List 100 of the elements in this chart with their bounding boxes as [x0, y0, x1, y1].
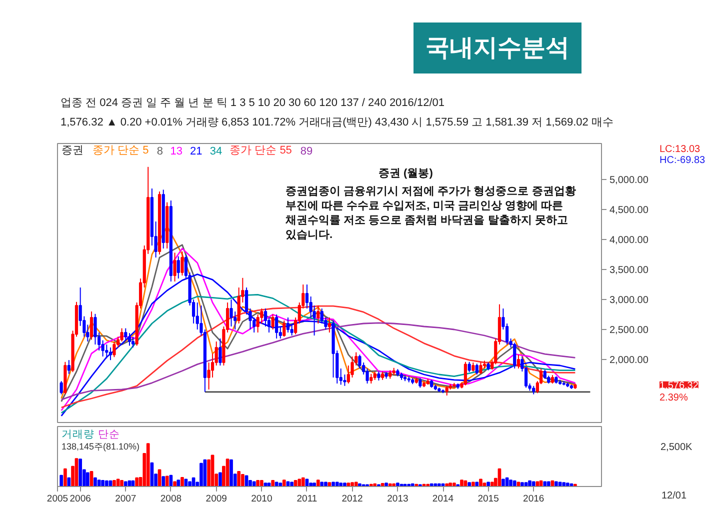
bar [237, 471, 241, 486]
bar [124, 481, 128, 486]
x-tick-label: 2005 [46, 494, 68, 504]
bar [343, 482, 346, 486]
text: 종가 단순 55 [230, 144, 292, 156]
text: 13 [170, 146, 183, 158]
y-tick-label: 2,500.00 [610, 325, 649, 336]
bar [78, 458, 82, 486]
candlestick [513, 342, 516, 369]
x-tick-label: 2007 [115, 494, 136, 504]
bar [298, 478, 302, 486]
bar [230, 459, 233, 486]
bar [346, 482, 350, 486]
bar [146, 443, 150, 486]
x-tick-label: 2010 [251, 494, 272, 504]
bar [176, 480, 180, 486]
bar [460, 480, 464, 486]
bar [282, 480, 286, 486]
annotation: 증권 [62, 144, 84, 156]
candlestick [464, 361, 468, 386]
text: 21 [190, 146, 202, 158]
bar [566, 482, 570, 486]
candlestick [370, 373, 373, 384]
candlestick [60, 380, 63, 395]
bar [67, 477, 71, 486]
bar [271, 480, 275, 486]
x-tick-label: 2009 [206, 494, 227, 504]
bar [60, 474, 64, 486]
candlestick [230, 299, 233, 327]
bar [165, 476, 169, 486]
bar [339, 482, 343, 486]
y-tick-label: 2,000.00 [610, 355, 649, 366]
bar [468, 482, 471, 486]
bar [278, 482, 282, 486]
candlestick [180, 251, 184, 276]
bar [332, 482, 335, 486]
candlestick [131, 336, 135, 348]
text: LC:13.03 [660, 144, 701, 155]
candlestick [316, 305, 320, 324]
bar [335, 482, 339, 486]
candlestick [290, 324, 294, 336]
bar [509, 480, 512, 486]
y-tick-label: 4,500.00 [610, 205, 649, 216]
bar [301, 477, 305, 486]
bar [384, 482, 388, 486]
candlestick [479, 362, 482, 374]
candlestick [105, 344, 108, 359]
annotation: 증권업종이 금융위기시 저점에 주가가 형성중으로 증권업황 부진에 따른 수수료 수입저조, 미국 금리인상 영향에 따른 채권수익률 저조 등으로 좀처럼 바닥권을 탈출하지 못하고 있습니다. [284, 186, 576, 241]
bar [490, 482, 494, 486]
candlestick [176, 256, 180, 279]
bar [188, 481, 192, 486]
candlestick [275, 314, 278, 339]
candlestick [305, 284, 309, 309]
bar [135, 477, 138, 486]
candlestick [282, 320, 286, 338]
bar [324, 482, 328, 486]
bar [173, 481, 176, 486]
text: 12/01 [662, 490, 687, 502]
candlestick [67, 360, 70, 374]
text: 종가 단순 5 [92, 144, 149, 156]
text: 국내지수분석 [426, 34, 570, 62]
bar [316, 480, 320, 486]
bar [312, 482, 316, 486]
bar [520, 482, 524, 486]
bar [554, 481, 558, 486]
bar [532, 481, 536, 486]
line-series [60, 322, 576, 400]
text: 업종 전 024 증권 일 주 월 년 분 틱 1 3 5 10 20 30 60 120 137 / 240 2016/12/01 [60, 97, 444, 109]
bar [354, 482, 358, 486]
bar [320, 482, 324, 486]
x-tick-label: 2014 [432, 494, 454, 504]
bar [64, 468, 67, 486]
candlestick [346, 365, 350, 384]
y-tick-label: 3,000.00 [610, 295, 649, 306]
bar [396, 482, 400, 486]
bar [452, 482, 456, 486]
bar [350, 482, 354, 486]
bar [94, 477, 97, 486]
bar [475, 482, 479, 486]
x-tick-label: 2015 [478, 494, 499, 504]
bar [112, 480, 116, 486]
bar [162, 476, 166, 486]
bar [101, 480, 104, 486]
candlestick [516, 354, 520, 369]
candlestick [286, 317, 290, 333]
bar [309, 482, 312, 486]
text: 1,576.32 [660, 380, 699, 392]
text: 2.39% [660, 392, 688, 404]
candlestick [445, 385, 448, 396]
x-tick-label: 2012 [342, 494, 363, 504]
bar [97, 480, 101, 486]
text: 2,500K [660, 442, 693, 453]
text: 단순 [98, 428, 120, 440]
text: 8 [156, 146, 164, 158]
bar [502, 478, 505, 486]
bar [241, 474, 244, 486]
bar [218, 472, 222, 486]
bar [180, 477, 184, 486]
candlestick [108, 347, 112, 361]
bar [252, 481, 256, 486]
